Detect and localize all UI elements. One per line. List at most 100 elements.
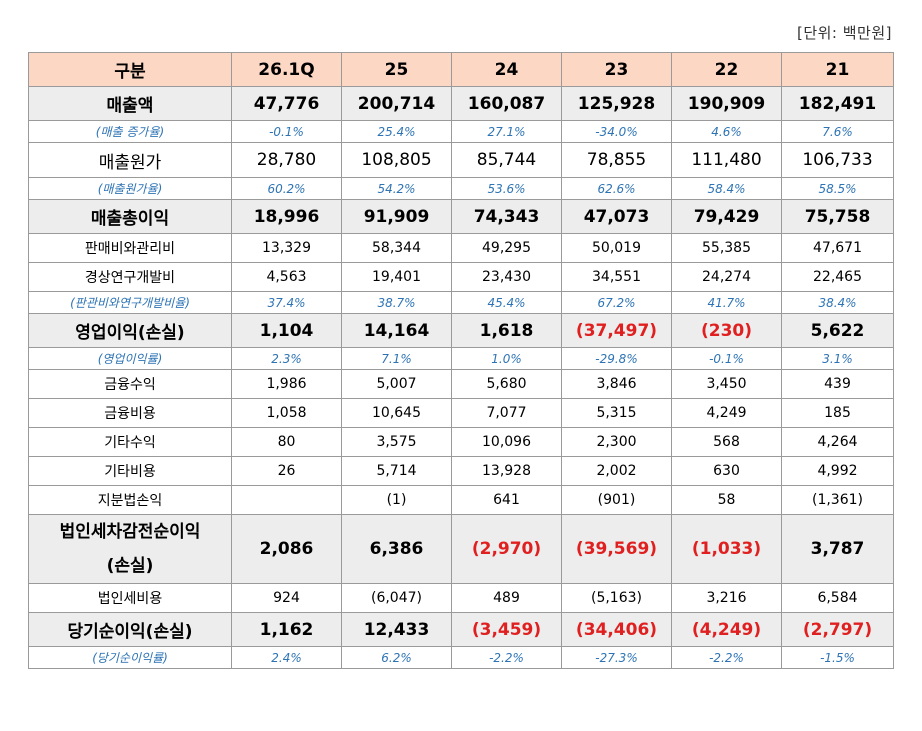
value-cell: 4,563 xyxy=(231,262,342,292)
value-cell: 23,430 xyxy=(451,262,562,292)
value-cell: 45.4% xyxy=(451,291,562,314)
value-cell: 58,344 xyxy=(341,233,452,263)
value-cell: 4,992 xyxy=(781,456,894,486)
value-cell: 4.6% xyxy=(671,120,782,143)
value-cell: 91,909 xyxy=(341,199,452,234)
table-row: 금융수익 1,986 5,007 5,680 3,846 3,450 439 xyxy=(28,369,894,399)
value-cell: -2.2% xyxy=(671,646,782,669)
value-cell: 54.2% xyxy=(341,177,452,200)
value-cell: 60.2% xyxy=(231,177,342,200)
value-cell: 2.3% xyxy=(231,347,342,370)
table-row: (판관비와연구개발비율) 37.4% 38.7% 45.4% 67.2% 41.7% 38.… xyxy=(28,291,894,314)
value-cell: (230) xyxy=(671,313,782,348)
table-row: 경상연구개발비 4,563 19,401 23,430 34,551 24,274 22,4… xyxy=(28,262,894,292)
value-cell: -0.1% xyxy=(671,347,782,370)
value-cell: 6,386 xyxy=(341,514,452,584)
value-cell: (5,163) xyxy=(561,583,672,613)
header-period-cell: 26.1Q xyxy=(231,52,342,87)
row-label-cell: (판관비와연구개발비율) xyxy=(28,291,232,314)
value-cell: 5,007 xyxy=(341,369,452,399)
value-cell: 3,216 xyxy=(671,583,782,613)
row-label-cell: 판매비와관리비 xyxy=(28,233,232,263)
value-cell: 489 xyxy=(451,583,562,613)
value-cell: 12,433 xyxy=(341,612,452,647)
value-cell: -34.0% xyxy=(561,120,672,143)
value-cell: 641 xyxy=(451,485,562,515)
header-label-cell: 구분 xyxy=(28,52,232,87)
value-cell: 47,671 xyxy=(781,233,894,263)
table-row: 매출총이익 18,996 91,909 74,343 47,073 79,429 75,75… xyxy=(28,199,894,234)
table-row: 지분법손익 (1) 641 (901) 58 (1,361) xyxy=(28,485,894,515)
value-cell: 74,343 xyxy=(451,199,562,234)
row-label-cell: 법인세비용 xyxy=(28,583,232,613)
value-cell: 38.4% xyxy=(781,291,894,314)
value-cell: 3,450 xyxy=(671,369,782,399)
table-row: 기타비용 26 5,714 13,928 2,002 630 4,992 xyxy=(28,456,894,486)
table-row: 법인세차감전순이익 (손실) 2,086 6,386 (2,970) (39,569) (1… xyxy=(28,514,894,584)
table-row: 당기순이익(손실) 1,162 12,433 (3,459) (34,406) (4,24… xyxy=(28,612,894,647)
header-period-cell: 22 xyxy=(671,52,782,87)
value-cell: 78,855 xyxy=(561,142,672,178)
value-cell: 111,480 xyxy=(671,142,782,178)
table-row: 금융비용 1,058 10,645 7,077 5,315 4,249 185 xyxy=(28,398,894,428)
row-label-cell: 지분법손익 xyxy=(28,485,232,515)
value-cell: (1,361) xyxy=(781,485,894,515)
value-cell: -1.5% xyxy=(781,646,894,669)
table-row: 영업이익(손실) 1,104 14,164 1,618 (37,497) (230) 5,6… xyxy=(28,313,894,348)
value-cell: 10,645 xyxy=(341,398,452,428)
value-cell: 53.6% xyxy=(451,177,562,200)
value-cell: 49,295 xyxy=(451,233,562,263)
value-cell: 924 xyxy=(231,583,342,613)
value-cell: 7.6% xyxy=(781,120,894,143)
value-cell: 27.1% xyxy=(451,120,562,143)
value-cell: 41.7% xyxy=(671,291,782,314)
row-label-cell: 경상연구개발비 xyxy=(28,262,232,292)
value-cell: 185 xyxy=(781,398,894,428)
value-cell: 7.1% xyxy=(341,347,452,370)
value-cell: 568 xyxy=(671,427,782,457)
value-cell: 439 xyxy=(781,369,894,399)
value-cell: 1,986 xyxy=(231,369,342,399)
value-cell: 58.4% xyxy=(671,177,782,200)
value-cell: 50,019 xyxy=(561,233,672,263)
value-cell: 4,264 xyxy=(781,427,894,457)
value-cell: (2,797) xyxy=(781,612,894,647)
row-label-cell: 금융수익 xyxy=(28,369,232,399)
value-cell: -2.2% xyxy=(451,646,562,669)
value-cell: (901) xyxy=(561,485,672,515)
value-cell: (39,569) xyxy=(561,514,672,584)
value-cell: 190,909 xyxy=(671,86,782,121)
value-cell: 80 xyxy=(231,427,342,457)
value-cell: 55,385 xyxy=(671,233,782,263)
value-cell: 2.4% xyxy=(231,646,342,669)
value-cell: 2,086 xyxy=(231,514,342,584)
value-cell: 5,680 xyxy=(451,369,562,399)
value-cell: 25.4% xyxy=(341,120,452,143)
income-statement-table: 구분 26.1Q 25 24 23 22 21 매출액 47,776 200,714… xyxy=(28,52,894,669)
table-row: 매출원가 28,780 108,805 85,744 78,855 111,480 106,… xyxy=(28,142,894,178)
row-label-cell: 매출원가 xyxy=(28,142,232,178)
row-label-cell: (매출 증가율) xyxy=(28,120,232,143)
row-label-cell: (당기순이익률) xyxy=(28,646,232,669)
row-label-cell: 당기순이익(손실) xyxy=(28,612,232,647)
value-cell: 3,575 xyxy=(341,427,452,457)
header-row: 구분 26.1Q 25 24 23 22 21 xyxy=(28,52,894,87)
header-period-cell: 21 xyxy=(781,52,894,87)
value-cell: (1) xyxy=(341,485,452,515)
value-cell: 26 xyxy=(231,456,342,486)
value-cell: 22,465 xyxy=(781,262,894,292)
table-row: 기타수익 80 3,575 10,096 2,300 568 4,264 xyxy=(28,427,894,457)
table-row: (매출원가율) 60.2% 54.2% 53.6% 62.6% 58.4% 58.5% xyxy=(28,177,894,200)
value-cell xyxy=(231,485,342,515)
value-cell: 3,787 xyxy=(781,514,894,584)
value-cell: 19,401 xyxy=(341,262,452,292)
value-cell: 37.4% xyxy=(231,291,342,314)
value-cell: 47,776 xyxy=(231,86,342,121)
value-cell: 2,002 xyxy=(561,456,672,486)
value-cell: 5,622 xyxy=(781,313,894,348)
unit-label: [단위: 백만원] xyxy=(796,24,892,42)
value-cell: 1,104 xyxy=(231,313,342,348)
header-period-cell: 23 xyxy=(561,52,672,87)
value-cell: 4,249 xyxy=(671,398,782,428)
value-cell: 5,714 xyxy=(341,456,452,486)
